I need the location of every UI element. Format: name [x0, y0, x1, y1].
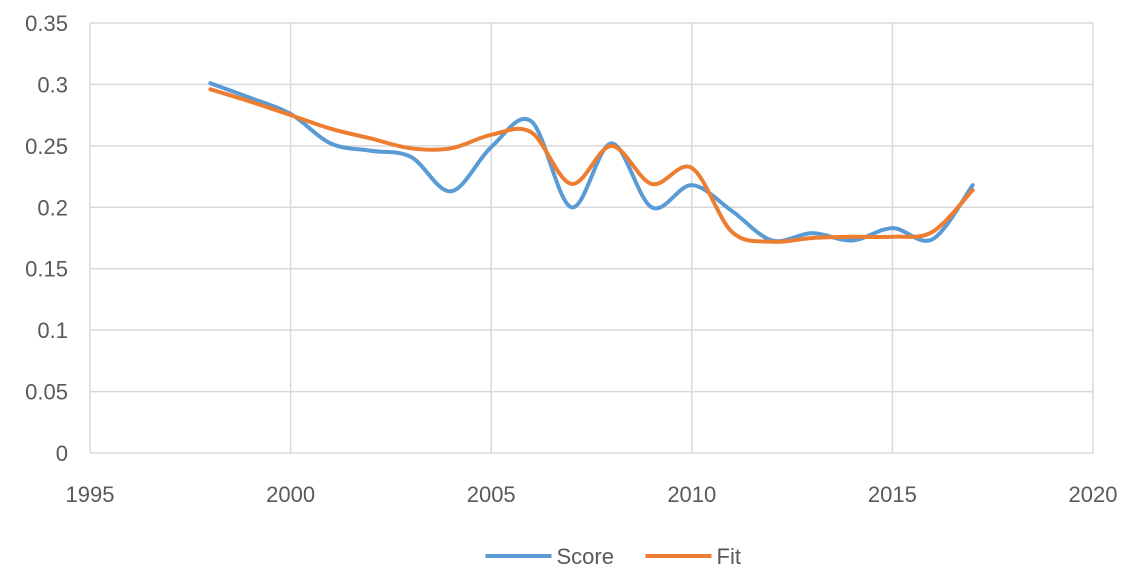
x-tick-label: 2015 — [868, 482, 917, 507]
x-tick-label: 2010 — [667, 482, 716, 507]
x-tick-label: 1995 — [66, 482, 115, 507]
x-tick-label: 2020 — [1069, 482, 1118, 507]
x-tick-label: 2005 — [467, 482, 516, 507]
legend: Score Fit — [485, 544, 741, 569]
legend-label-fit: Fit — [717, 544, 741, 569]
series-lines — [208, 81, 975, 244]
series-line-fit — [208, 87, 975, 244]
y-tick-label: 0.15 — [25, 257, 68, 282]
y-tick-label: 0.25 — [25, 134, 68, 159]
x-tick-label: 2000 — [266, 482, 315, 507]
y-tick-label: 0.1 — [37, 318, 68, 343]
series-line-score — [208, 81, 975, 244]
y-tick-label: 0.3 — [37, 72, 68, 97]
y-tick-label: 0.35 — [25, 11, 68, 36]
x-axis-ticks: 1995 2000 2005 2010 2015 2020 — [66, 482, 1118, 507]
y-tick-label: 0 — [56, 441, 68, 466]
grid — [89, 22, 1094, 454]
legend-label-score: Score — [557, 544, 614, 569]
y-axis-ticks: 0 0.05 0.1 0.15 0.2 0.25 0.3 0.35 — [25, 11, 68, 466]
y-tick-label: 0.05 — [25, 380, 68, 405]
y-tick-label: 0.2 — [37, 195, 68, 220]
